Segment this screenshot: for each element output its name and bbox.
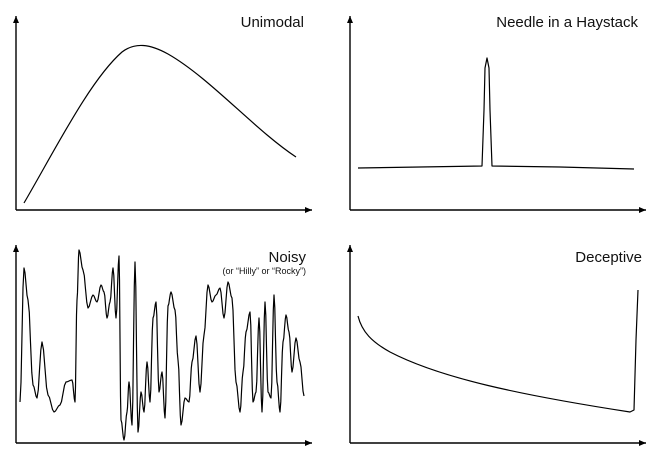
panel-noisy: Noisy (or “Hilly” or “Rocky”) (13, 245, 312, 446)
needle-curve (357, 57, 635, 170)
deceptive-curve (357, 289, 639, 413)
panel-needle-in-a-haystack: Needle in a Haystack (347, 14, 646, 213)
panel-title: Deceptive (575, 249, 642, 266)
panel-title: Unimodal (241, 14, 304, 31)
panel-title: Needle in a Haystack (496, 14, 638, 31)
unimodal-curve (23, 44, 297, 204)
panel-subtitle: (or “Hilly” or “Rocky”) (223, 266, 307, 276)
panel-title: Noisy (268, 249, 306, 266)
noisy-curve (19, 249, 305, 441)
panel-unimodal: Unimodal (13, 14, 312, 213)
panel-deceptive: Deceptive (347, 245, 646, 446)
